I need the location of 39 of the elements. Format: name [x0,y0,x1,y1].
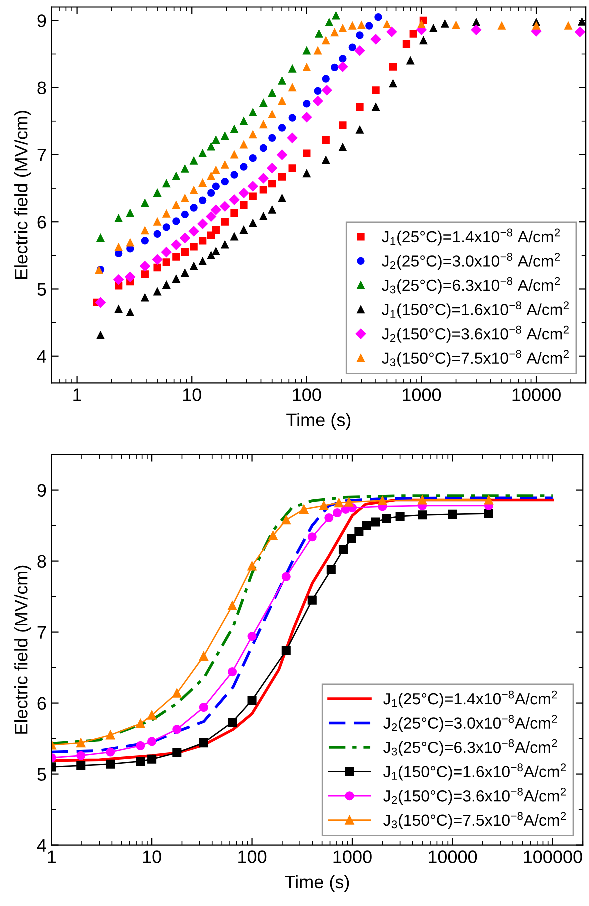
legend-label: J$_{3}$(150°C)=7.5x10$^{−8}$ A/cm$^{2}$ [382,350,569,368]
x-tick-label: 1 [48,850,56,864]
x-tick-label: 10000 [428,850,478,864]
y-tick-label: 8 [38,555,46,568]
y-tick-label: 7 [38,626,46,639]
legend-label: J$_{3}$(25°C)=6.3x10$^{−8}$A/cm$^{2}$ [384,739,558,756]
x-tick-label: 1000 [334,850,372,864]
y-tick-label: 7 [38,149,46,162]
legend-label: J$_{3}$(25°C)=6.3x10$^{−8}$ A/cm$^{2}$ [382,277,560,294]
y-tick-label: 6 [38,216,46,229]
legend-label: J$_{1}$(150°C)=1.6x10$^{−8}$A/cm$^{2}$ [384,764,566,781]
legend-label: J$_{2}$(25°C)=3.0x10$^{−8}$ A/cm$^{2}$ [382,253,560,270]
x-tick-label: 10 [143,850,162,864]
legend-label: J$_{2}$(25°C)=3.0x10$^{−8}$A/cm$^{2}$ [384,715,558,732]
y-tick-label: 9 [38,14,46,28]
legend-label: J$_{1}$(25°C)=1.4x10$^{−8}$A/cm$^{2}$ [384,690,558,708]
x-axis-title: Time (s) [285,875,350,892]
x-tick-label: 100000 [524,850,582,864]
y-tick-label: 4 [37,350,46,363]
x-tick-label: 10 [183,388,202,402]
x-tick-label: 1 [74,388,82,402]
y-tick-label: 5 [38,768,46,782]
y-axis-title: Electric field (MV/cm) [14,566,32,734]
y-tick-label: 4 [37,839,46,852]
y-tick-label: 8 [38,82,46,95]
legend-label: J$_{3}$(150°C)=7.5x10$^{−8}$A/cm$^{2}$ [384,812,566,830]
y-tick-label: 9 [38,484,46,498]
y-tick-label: 5 [38,283,46,296]
y-tick-label: 6 [38,697,46,710]
legend-label: J$_{2}$(150°C)=3.6x10$^{−8}$A/cm$^{2}$ [384,788,566,805]
x-tick-label: 100 [238,850,267,864]
x-axis-title: Time (s) [286,413,351,430]
x-tick-label: 1000 [403,388,442,402]
legend-label: J$_{1}$(150°C)=1.6x10$^{−8}$ A/cm$^{2}$ [382,302,569,319]
y-axis-title: Electric field (MV/cm) [14,111,32,280]
legend-label: J$_{1}$(25°C)=1.4x10$^{−8}$ A/cm$^{2}$ [382,228,560,246]
x-tick-label: 100 [293,388,322,402]
x-tick-label: 10000 [512,388,561,402]
legend-label: J$_{2}$(150°C)=3.6x10$^{−8}$ A/cm$^{2}$ [382,326,569,343]
